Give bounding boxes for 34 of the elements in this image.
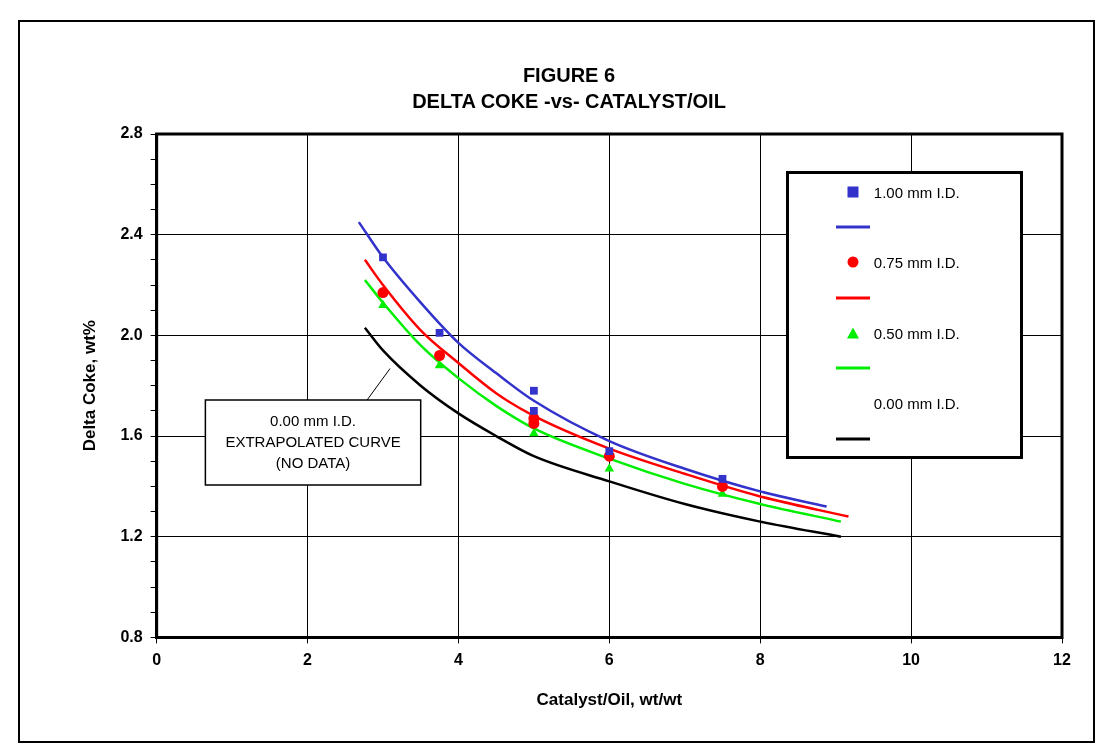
- point: [377, 287, 389, 299]
- x-tick-label: 6: [604, 651, 614, 669]
- chart-subtitle: DELTA COKE -vs- CATALYST/OIL: [412, 89, 726, 112]
- x-tick-label: 12: [1053, 651, 1071, 669]
- legend-label: 0.50 mm I.D.: [873, 324, 960, 342]
- point: [529, 428, 539, 437]
- point: [529, 406, 538, 415]
- y-tick-label: 2.8: [120, 124, 143, 142]
- text: 0.00 mm I.D.: [873, 394, 960, 412]
- y-tick-label: 1.2: [120, 527, 143, 545]
- x-tick-label: 8: [755, 651, 765, 669]
- y-axis-title: Delta Coke, wt%: [79, 320, 99, 452]
- point: [604, 463, 615, 472]
- annotation: 0.00 mm I.D. EXTRAPOLATED CURVE (NO DATA): [225, 411, 401, 471]
- y-tick-label: 0.8: [120, 627, 143, 645]
- x-axis-title: Catalyst/Oil, wt/wt: [536, 690, 683, 710]
- legend-label: 0.75 mm I.D.: [873, 253, 960, 271]
- point: [379, 253, 387, 262]
- point: [434, 350, 446, 361]
- point: [378, 299, 388, 308]
- x-tick-label: 2: [303, 651, 313, 669]
- x-tick-label: 0: [152, 651, 162, 669]
- y-tick-label: 2.4: [120, 225, 143, 243]
- y-tick-label: 1.6: [120, 426, 143, 444]
- point: [529, 386, 538, 395]
- point: [435, 328, 444, 337]
- x-tick-label: 10: [902, 651, 921, 669]
- point: [434, 360, 445, 369]
- point: [718, 474, 727, 483]
- point: [605, 447, 614, 456]
- y-tick-label: 2.0: [120, 325, 143, 343]
- x-tick-label: 4: [453, 651, 463, 669]
- chart-title: FIGURE 6: [522, 63, 616, 86]
- legend-label: 1.00 mm I.D.: [873, 183, 960, 201]
